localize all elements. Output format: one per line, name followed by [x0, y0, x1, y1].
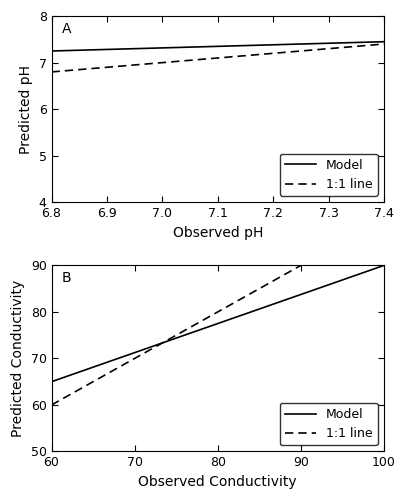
Text: B: B — [61, 271, 71, 285]
Legend: Model, 1:1 line: Model, 1:1 line — [280, 154, 378, 196]
Y-axis label: Predicted Conductivity: Predicted Conductivity — [11, 280, 25, 437]
Y-axis label: Predicted pH: Predicted pH — [19, 64, 33, 154]
X-axis label: Observed pH: Observed pH — [173, 226, 263, 239]
Legend: Model, 1:1 line: Model, 1:1 line — [280, 403, 378, 445]
Text: A: A — [61, 22, 71, 36]
X-axis label: Observed Conductivity: Observed Conductivity — [138, 475, 297, 489]
